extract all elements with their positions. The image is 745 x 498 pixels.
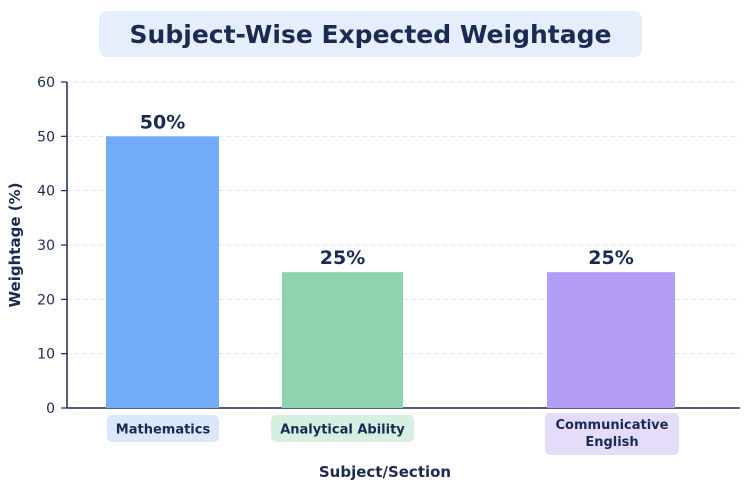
x-tick-label: Communicative	[556, 418, 669, 433]
x-tick-label: English	[585, 435, 638, 450]
y-tick-label: 10	[37, 347, 55, 363]
x-tick-label: Mathematics	[116, 423, 211, 438]
x-axis-title: Subject/Section	[319, 463, 451, 481]
y-axis-title: Weightage (%)	[6, 183, 24, 308]
y-tick-label: 40	[37, 184, 55, 200]
y-tick-label: 0	[46, 401, 55, 417]
y-tick-label: 20	[37, 292, 55, 308]
data-label: 25%	[588, 247, 633, 269]
bar	[547, 272, 675, 408]
category-label-box	[271, 415, 414, 442]
chart-title-box: Subject-Wise Expected Weightage	[99, 11, 642, 57]
y-tick-label: 60	[37, 75, 55, 91]
chart-title: Subject-Wise Expected Weightage	[129, 19, 612, 49]
bar	[282, 272, 403, 408]
data-label: 25%	[320, 247, 365, 269]
category-label-box	[107, 415, 219, 442]
data-label: 50%	[140, 111, 185, 133]
category-label-box	[545, 413, 679, 455]
bar	[106, 136, 219, 409]
y-tick-label: 30	[37, 238, 55, 254]
y-tick-label: 50	[37, 129, 55, 145]
x-tick-label: Analytical Ability	[280, 423, 405, 438]
